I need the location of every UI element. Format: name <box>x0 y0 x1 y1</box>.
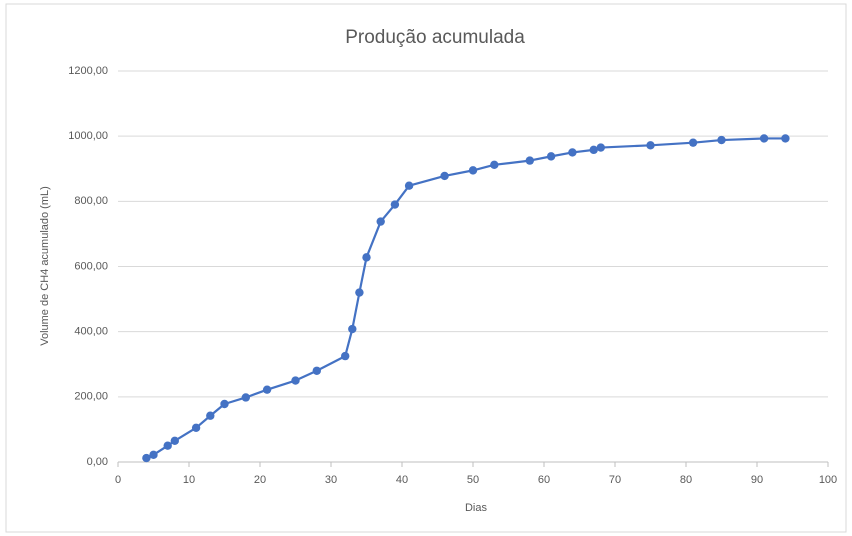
x-tick-label: 60 <box>538 474 550 486</box>
x-tick-label: 100 <box>819 474 837 486</box>
point <box>546 152 556 161</box>
x-tick-label: 40 <box>396 474 408 486</box>
point <box>191 423 201 432</box>
x-tick-label: 20 <box>254 474 266 486</box>
point <box>781 134 790 143</box>
point <box>163 441 172 450</box>
chart-frame <box>5 3 847 533</box>
point <box>341 351 350 361</box>
point <box>170 436 179 446</box>
point <box>142 453 151 463</box>
y-axis-label: Volume de CH4 acumulado (mL) <box>39 186 51 346</box>
point <box>646 141 655 150</box>
point <box>291 376 300 385</box>
x-tick-label: 70 <box>609 474 621 486</box>
point <box>490 160 499 170</box>
point <box>149 450 158 460</box>
y-tick-label: 600,00 <box>74 260 108 272</box>
point <box>596 143 605 152</box>
chart-title: Produção acumulada <box>345 27 525 48</box>
x-tick-label: 10 <box>183 474 195 486</box>
point <box>440 171 449 181</box>
x-axis-label: Dias <box>465 502 488 514</box>
point <box>468 166 478 175</box>
point <box>688 138 698 147</box>
x-tick-label: 50 <box>467 474 479 486</box>
y-tick-label: 1200,00 <box>68 65 108 77</box>
point <box>355 288 364 297</box>
point <box>348 324 357 334</box>
point <box>376 217 385 226</box>
point <box>262 385 272 394</box>
point <box>525 156 534 165</box>
y-tick-label: 800,00 <box>74 195 108 207</box>
x-tick-label: 90 <box>751 474 763 486</box>
y-tick-label: 400,00 <box>74 326 108 338</box>
point <box>717 135 726 145</box>
x-tick-label: 30 <box>325 474 337 486</box>
point <box>404 181 414 190</box>
y-tick-label: 0,00 <box>87 456 108 468</box>
point <box>206 411 215 420</box>
point <box>589 145 598 155</box>
point <box>390 200 400 209</box>
point <box>759 134 769 143</box>
x-tick-label: 80 <box>680 474 692 486</box>
point <box>362 253 371 262</box>
x-tick-label: 0 <box>115 474 121 486</box>
point <box>241 393 250 402</box>
point <box>220 399 229 409</box>
y-tick-label: 200,00 <box>74 391 108 403</box>
point <box>568 148 577 157</box>
point <box>312 366 321 375</box>
y-tick-label: 1000,00 <box>68 130 108 142</box>
